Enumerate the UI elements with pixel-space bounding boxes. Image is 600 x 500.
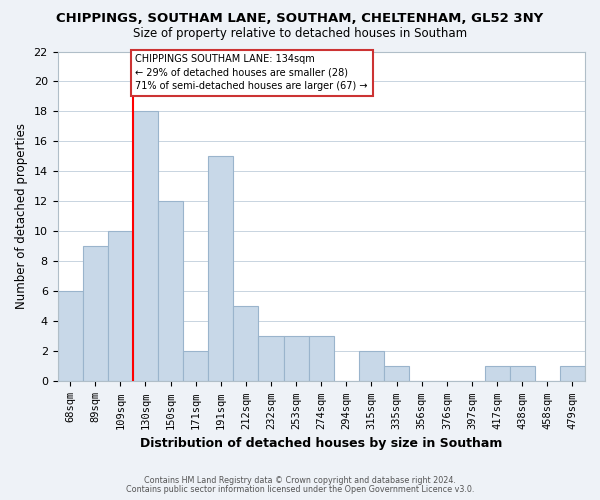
X-axis label: Distribution of detached houses by size in Southam: Distribution of detached houses by size … xyxy=(140,437,502,450)
Bar xyxy=(309,336,334,382)
Bar xyxy=(58,292,83,382)
Bar xyxy=(233,306,259,382)
Bar xyxy=(359,352,384,382)
Bar xyxy=(183,352,208,382)
Text: CHIPPINGS, SOUTHAM LANE, SOUTHAM, CHELTENHAM, GL52 3NY: CHIPPINGS, SOUTHAM LANE, SOUTHAM, CHELTE… xyxy=(56,12,544,26)
Bar xyxy=(384,366,409,382)
Text: Size of property relative to detached houses in Southam: Size of property relative to detached ho… xyxy=(133,28,467,40)
Bar xyxy=(83,246,108,382)
Bar xyxy=(509,366,535,382)
Bar xyxy=(208,156,233,382)
Bar xyxy=(259,336,284,382)
Bar xyxy=(284,336,309,382)
Bar xyxy=(108,232,133,382)
Bar xyxy=(485,366,509,382)
Y-axis label: Number of detached properties: Number of detached properties xyxy=(15,124,28,310)
Text: CHIPPINGS SOUTHAM LANE: 134sqm
← 29% of detached houses are smaller (28)
71% of : CHIPPINGS SOUTHAM LANE: 134sqm ← 29% of … xyxy=(136,54,368,91)
Bar xyxy=(158,202,183,382)
Text: Contains public sector information licensed under the Open Government Licence v3: Contains public sector information licen… xyxy=(126,485,474,494)
Text: Contains HM Land Registry data © Crown copyright and database right 2024.: Contains HM Land Registry data © Crown c… xyxy=(144,476,456,485)
Bar xyxy=(560,366,585,382)
Bar xyxy=(133,112,158,382)
